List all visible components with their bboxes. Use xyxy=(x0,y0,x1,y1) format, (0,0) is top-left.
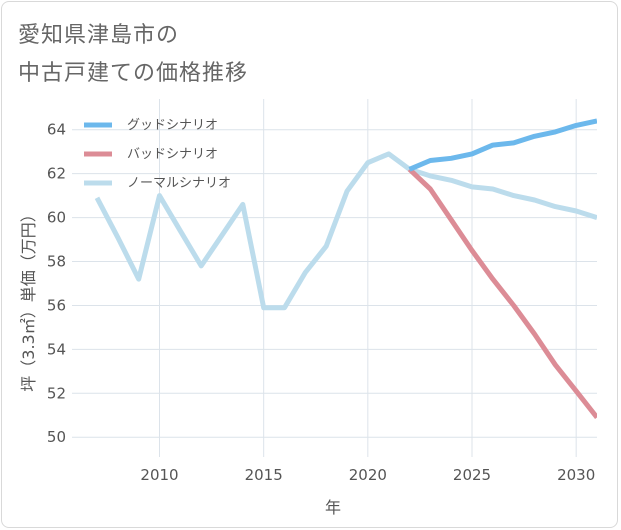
x-tick-label: 2010 xyxy=(140,466,178,484)
series-line-2 xyxy=(94,151,597,311)
chart-title-line2: 中古戸建ての価格推移 xyxy=(18,61,249,86)
y-tick-label: 64 xyxy=(47,121,66,139)
y-axis-label: 坪（3.3㎡）単価（万円） xyxy=(19,206,38,391)
y-tick-label: 52 xyxy=(47,384,66,402)
y-tick-label: 58 xyxy=(47,253,66,271)
legend-label: バッドシナリオ xyxy=(127,147,218,162)
x-tick-label: 2025 xyxy=(453,466,491,484)
legend-label: グッドシナリオ xyxy=(127,118,218,133)
x-axis-label: 年 xyxy=(325,498,341,517)
x-axis-ticks: 2010 2015 2020 2025 2030 xyxy=(140,466,595,484)
series-line-0 xyxy=(408,118,597,172)
x-tick-label: 2015 xyxy=(245,466,283,484)
legend-label: ノーマルシナリオ xyxy=(127,176,231,191)
y-tick-label: 54 xyxy=(47,340,66,358)
x-tick-label: 2030 xyxy=(557,466,595,484)
y-tick-label: 56 xyxy=(47,296,66,314)
x-tick-label: 2020 xyxy=(349,466,387,484)
y-tick-label: 50 xyxy=(47,428,66,446)
grid-lines xyxy=(72,99,597,457)
series-line-1 xyxy=(407,167,597,420)
y-tick-label: 62 xyxy=(47,165,66,183)
y-tick-label: 60 xyxy=(47,209,66,227)
chart-title-line1: 愛知県津島市の xyxy=(18,23,180,48)
y-axis-ticks: 50 52 54 56 58 60 62 64 xyxy=(47,121,66,446)
series-lines xyxy=(94,118,597,420)
